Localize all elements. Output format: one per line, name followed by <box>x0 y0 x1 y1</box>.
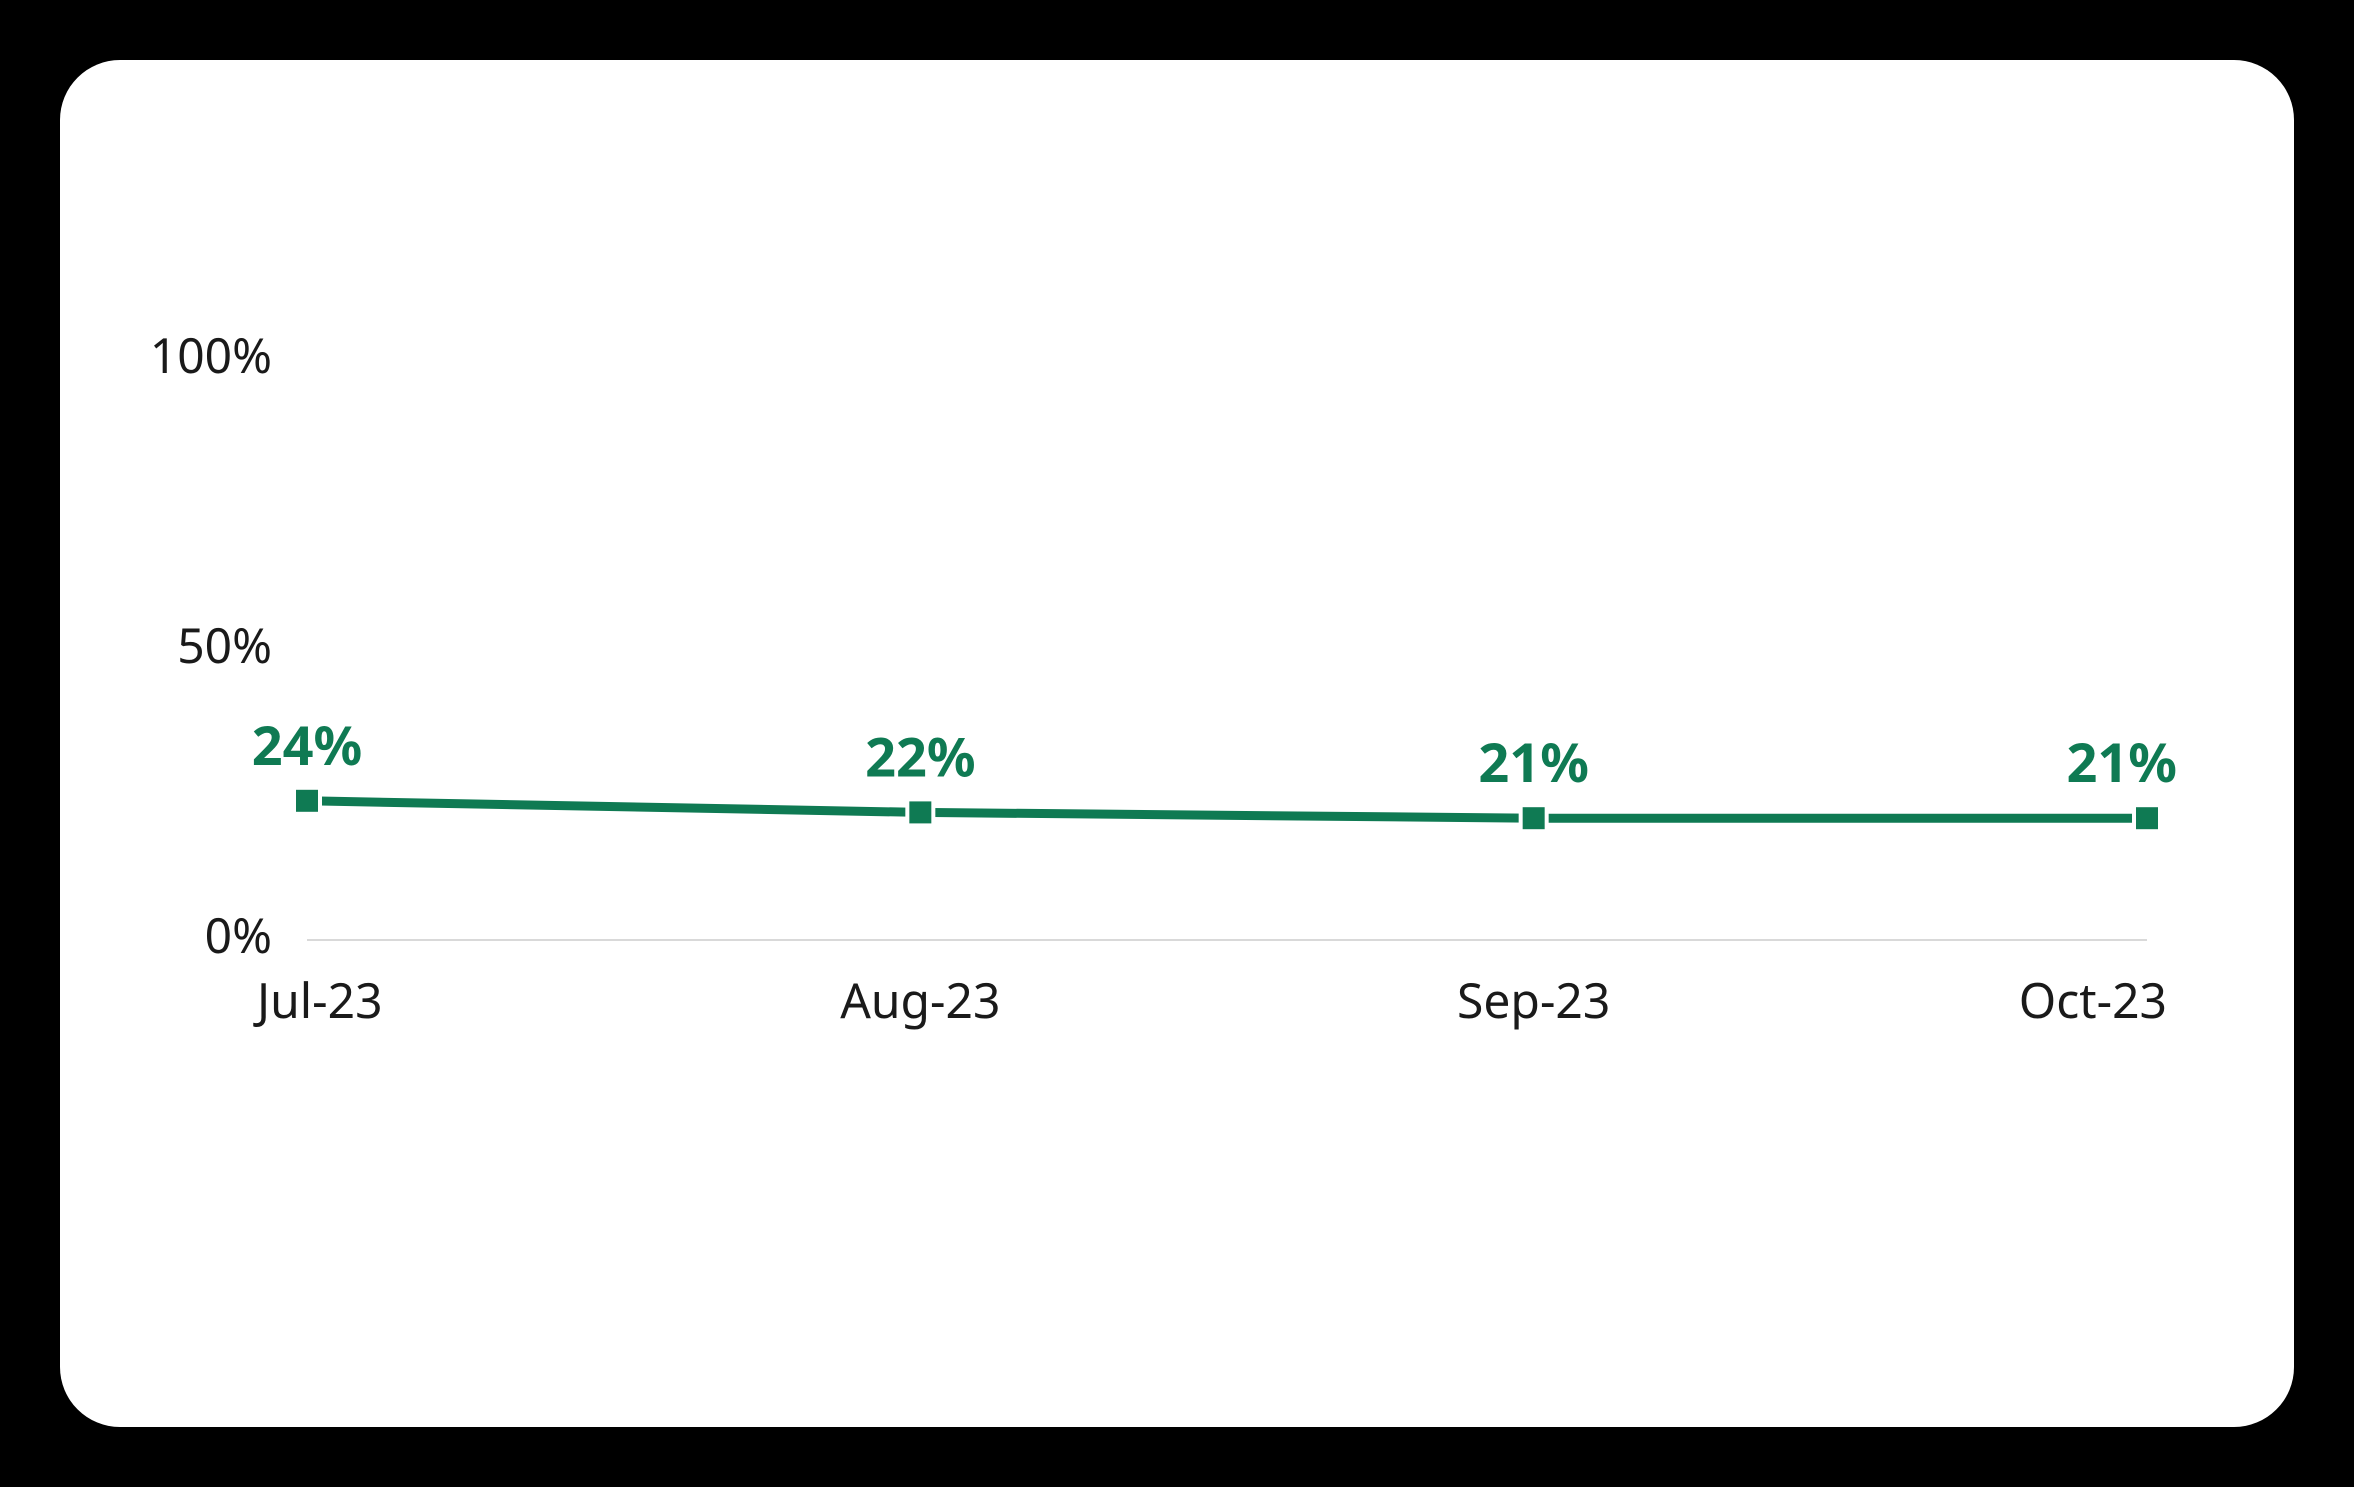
x-tick-label: Aug-23 <box>840 968 1000 1033</box>
x-tick-label: Oct-23 <box>2019 968 2167 1033</box>
data-marker <box>1521 805 1547 831</box>
data-label: 22% <box>865 718 975 792</box>
x-tick-label: Sep-23 <box>1457 968 1610 1033</box>
chart-card: 0% 50% 100% Jul-23 Aug-23 Sep-23 Oct-23 24% 22% 2… <box>60 60 2294 1427</box>
x-tick-label: Jul-23 <box>253 968 383 1033</box>
data-marker <box>2134 805 2160 831</box>
line-chart: 0% 50% 100% Jul-23 Aug-23 Sep-23 Oct-23 24% 22% 2… <box>87 300 2187 1200</box>
data-label: 24% <box>252 707 362 781</box>
y-tick-label: 50% <box>177 613 272 678</box>
data-label: 21% <box>1478 724 1588 798</box>
y-tick-label: 0% <box>205 903 272 968</box>
chart-area: 0% 50% 100% Jul-23 Aug-23 Sep-23 Oct-23 24% 22% 2… <box>87 300 2187 1200</box>
series-line <box>307 801 2147 818</box>
data-label: 21% <box>2067 724 2177 798</box>
y-tick-label: 100% <box>150 323 272 388</box>
data-marker <box>294 788 320 814</box>
data-marker <box>907 799 933 825</box>
